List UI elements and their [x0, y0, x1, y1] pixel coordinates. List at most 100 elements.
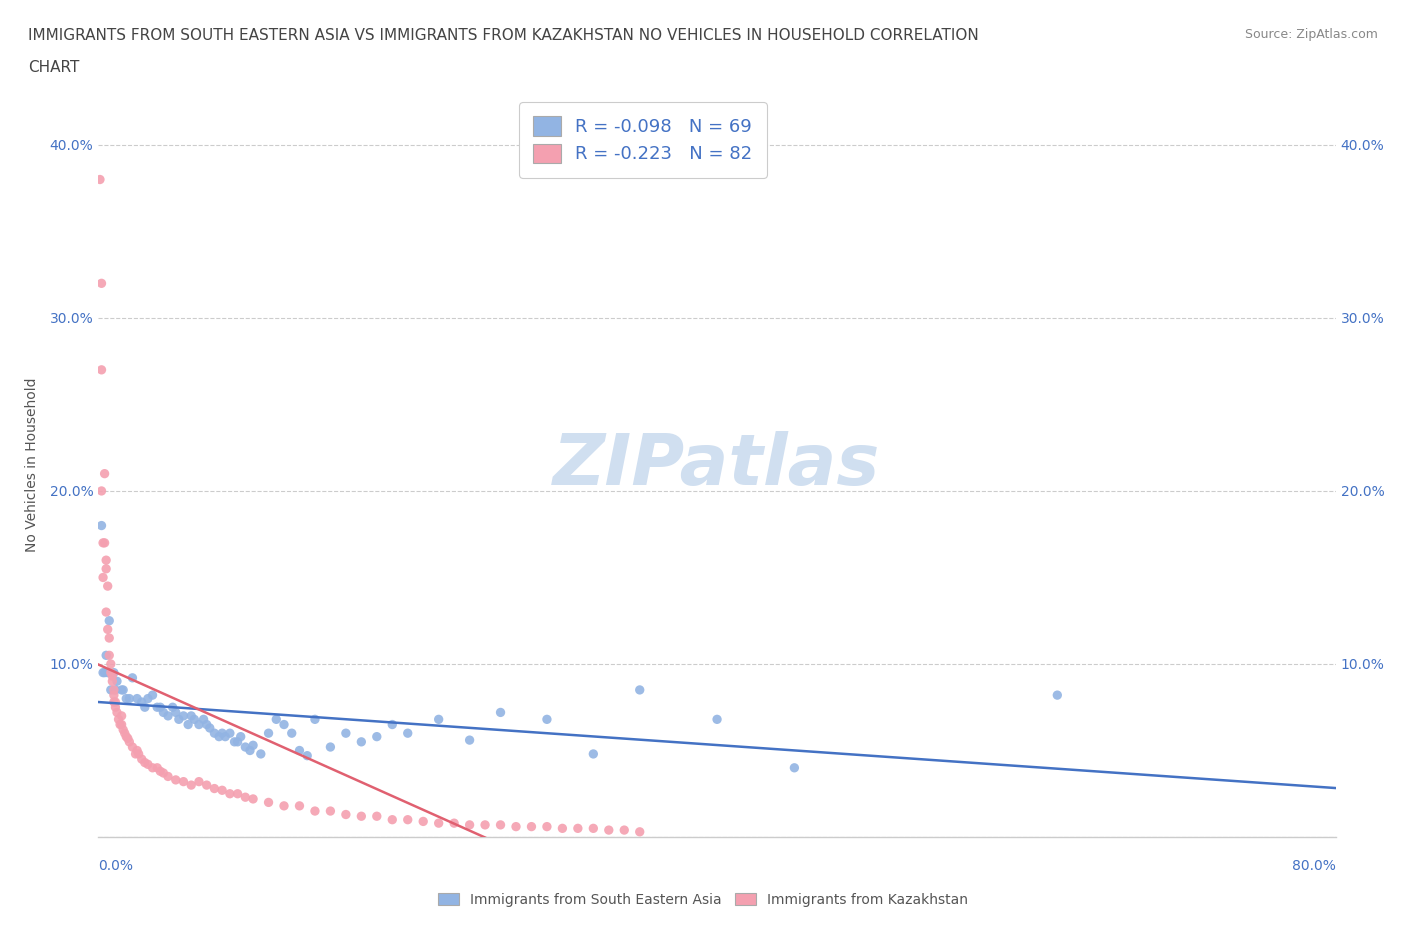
Point [350, 735, 373, 750]
Point [93, 665, 115, 680]
Point [162, 699, 184, 714]
Point [105, 674, 128, 689]
Point [157, 709, 180, 724]
Point [567, 821, 589, 836]
Point [219, 725, 242, 740]
Point [266, 711, 288, 726]
Point [180, 777, 202, 792]
Point [257, 725, 280, 740]
Text: IMMIGRANTS FROM SOUTH EASTERN ASIA VS IMMIGRANTS FROM KAZAKHSTAN NO VEHICLES IN : IMMIGRANTS FROM SOUTH EASTERN ASIA VS IM… [28, 28, 979, 43]
Point [115, 691, 138, 706]
Point [288, 743, 311, 758]
Point [146, 761, 169, 776]
Point [229, 729, 252, 744]
Point [100, 665, 122, 680]
Point [304, 804, 326, 818]
Point [103, 683, 125, 698]
Point [180, 709, 202, 724]
Point [167, 711, 190, 726]
Y-axis label: No Vehicles in Household: No Vehicles in Household [24, 378, 38, 552]
Point [90, 484, 112, 498]
Point [173, 709, 195, 724]
Point [115, 729, 138, 744]
Point [319, 804, 342, 818]
Point [242, 791, 264, 806]
Point [257, 795, 280, 810]
Point [142, 761, 165, 776]
Point [89, 172, 111, 187]
Point [628, 824, 651, 839]
Point [98, 631, 121, 645]
Point [104, 683, 127, 698]
Point [706, 711, 728, 726]
Point [152, 765, 174, 780]
Point [443, 816, 465, 830]
Point [114, 725, 136, 740]
Point [628, 683, 651, 698]
Legend: R = -0.098   N = 69, R = -0.223   N = 82: R = -0.098 N = 69, R = -0.223 N = 82 [519, 102, 766, 178]
Point [188, 774, 211, 789]
Point [136, 691, 159, 706]
Point [195, 717, 218, 732]
Point [335, 807, 357, 822]
Point [149, 764, 172, 778]
Point [157, 769, 180, 784]
Point [103, 687, 125, 702]
Point [536, 819, 558, 834]
Point [118, 691, 141, 706]
Point [235, 790, 257, 804]
Point [103, 695, 125, 710]
Point [242, 737, 264, 752]
Point [112, 723, 135, 737]
Point [111, 717, 134, 732]
Point [214, 729, 236, 744]
Point [366, 729, 388, 744]
Point [598, 823, 620, 838]
Point [124, 747, 146, 762]
Point [96, 562, 118, 577]
Point [90, 363, 112, 378]
Point [489, 705, 512, 720]
Point [149, 699, 172, 714]
Point [103, 665, 125, 680]
Point [582, 747, 605, 762]
Point [226, 735, 249, 750]
Point [173, 774, 195, 789]
Point [127, 743, 149, 758]
Text: ZIPatlas: ZIPatlas [554, 431, 880, 499]
Point [273, 799, 295, 814]
Point [105, 705, 128, 720]
Point [1046, 687, 1069, 702]
Point [198, 721, 221, 736]
Point [96, 648, 118, 663]
Point [108, 717, 131, 732]
Point [613, 823, 636, 838]
Point [131, 751, 153, 766]
Point [204, 781, 226, 796]
Point [396, 725, 419, 740]
Point [117, 731, 139, 746]
Point [100, 657, 122, 671]
Legend: Immigrants from South Eastern Asia, Immigrants from Kazakhstan: Immigrants from South Eastern Asia, Immi… [430, 886, 976, 914]
Point [250, 747, 273, 762]
Point [134, 699, 156, 714]
Text: 0.0%: 0.0% [98, 859, 134, 873]
Point [297, 749, 319, 764]
Point [93, 536, 115, 551]
Point [98, 613, 121, 628]
Point [427, 711, 450, 726]
Point [239, 743, 262, 758]
Point [118, 735, 141, 750]
Text: 80.0%: 80.0% [1292, 859, 1336, 873]
Point [195, 777, 218, 792]
Point [458, 733, 481, 748]
Point [281, 725, 304, 740]
Point [152, 705, 174, 720]
Point [93, 466, 115, 481]
Point [101, 669, 124, 684]
Point [183, 711, 205, 726]
Point [288, 799, 311, 814]
Point [319, 739, 342, 754]
Point [121, 671, 143, 685]
Point [412, 814, 434, 829]
